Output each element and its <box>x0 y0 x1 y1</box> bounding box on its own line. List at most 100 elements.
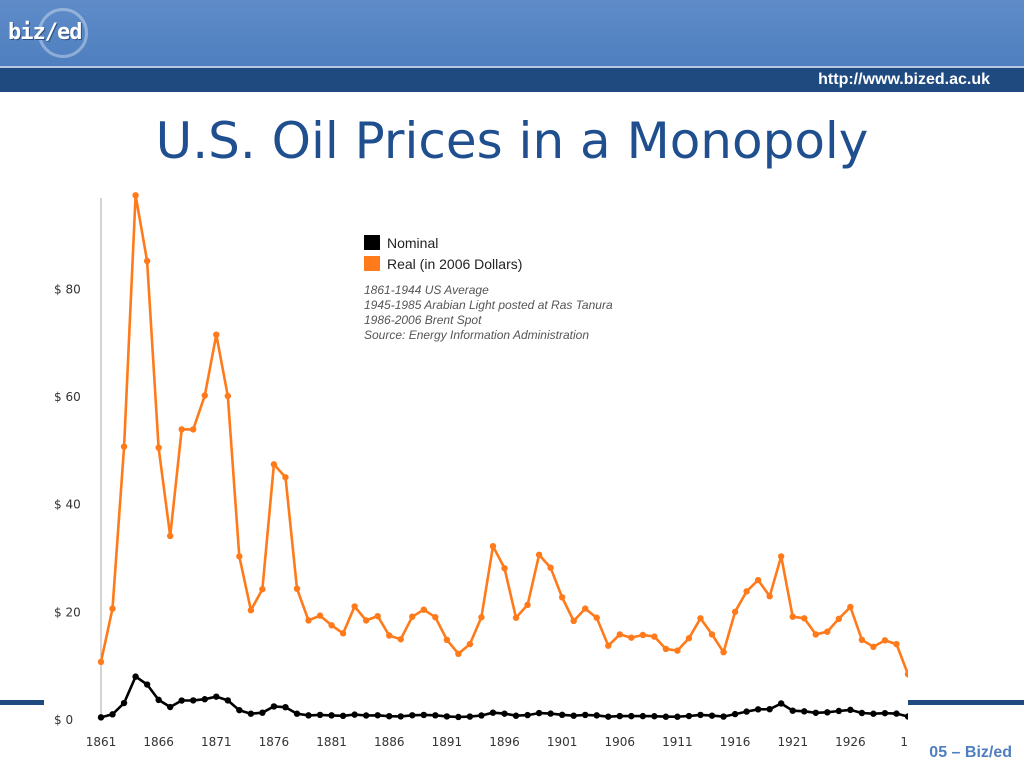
data-point-real <box>731 608 739 616</box>
x-tick-label: 1911 <box>662 735 693 749</box>
data-point-real <box>328 622 335 629</box>
y-tick-label: $ 80 <box>54 282 81 296</box>
oil-price-chart: $ 0 $ 20 $ 40 $ 60 $ 80 1861 1866 1871 1876 1881 1… <box>54 192 908 749</box>
data-point-nominal <box>478 712 485 719</box>
data-point-nominal <box>593 712 600 719</box>
data-point-nominal <box>190 697 197 704</box>
data-point-real <box>132 192 139 199</box>
data-point-real <box>639 631 647 639</box>
legend-swatch-real <box>364 256 380 271</box>
data-point-real <box>224 392 232 400</box>
data-point-nominal <box>143 681 151 688</box>
data-point-real <box>466 640 474 648</box>
data-point-real <box>524 601 531 609</box>
data-point-real <box>386 632 393 639</box>
data-point-nominal <box>535 709 543 717</box>
data-point-real <box>754 576 762 584</box>
data-point-real <box>316 612 324 619</box>
data-point-nominal <box>247 710 255 717</box>
data-point-real <box>109 605 116 612</box>
data-point-real <box>685 635 693 642</box>
data-point-nominal <box>97 714 105 721</box>
data-point-nominal <box>351 711 358 718</box>
data-point-real <box>305 617 312 624</box>
data-point-nominal <box>697 711 704 719</box>
x-tick-label: 1906 <box>605 735 636 749</box>
data-point-nominal <box>132 673 139 680</box>
x-tick-label: 1926 <box>835 735 866 749</box>
data-point-nominal <box>616 712 623 720</box>
data-point-nominal <box>766 705 773 713</box>
data-point-nominal <box>466 713 474 720</box>
data-point-real <box>812 631 819 638</box>
data-point-real <box>478 614 485 621</box>
data-point-real <box>824 628 831 635</box>
data-point-real <box>501 565 508 572</box>
legend-item-nominal: Nominal <box>364 232 522 253</box>
data-point-real <box>697 615 704 622</box>
data-point-real <box>143 257 151 265</box>
data-point-real <box>213 331 220 338</box>
data-point-nominal <box>651 713 658 720</box>
data-point-real <box>835 615 843 623</box>
data-point-real <box>558 594 566 601</box>
x-tick-label: 1896 <box>489 735 520 749</box>
data-point-nominal <box>374 712 381 719</box>
data-point-nominal <box>754 706 762 713</box>
data-point-real <box>178 426 185 433</box>
data-point-nominal <box>858 709 866 717</box>
bized-logo[interactable]: biz/ed <box>8 8 104 58</box>
data-point-nominal <box>409 712 416 719</box>
data-point-nominal <box>812 709 819 716</box>
data-point-nominal <box>443 713 451 720</box>
x-tick-label: 1886 <box>374 735 405 749</box>
data-point-nominal <box>455 713 462 721</box>
y-tick-label: $ 20 <box>54 605 81 619</box>
data-point-nominal <box>155 696 162 704</box>
data-point-real <box>674 647 681 654</box>
data-point-nominal <box>432 712 439 719</box>
x-tick-label: 1881 <box>316 735 347 749</box>
data-point-real <box>605 642 612 649</box>
data-point-real <box>420 606 427 613</box>
data-point-nominal <box>501 710 508 717</box>
slide-title: U.S. Oil Prices in a Monopoly <box>155 112 869 170</box>
y-tick-label: $ 40 <box>54 498 81 512</box>
data-point-real <box>397 636 404 643</box>
data-point-real <box>432 614 439 621</box>
note-line: 1945-1985 Arabian Light posted at Ras Ta… <box>364 298 613 312</box>
data-point-nominal <box>420 711 427 719</box>
data-point-nominal <box>489 709 497 716</box>
data-point-nominal <box>835 707 843 715</box>
data-point-nominal <box>685 712 693 720</box>
data-point-nominal <box>236 706 243 714</box>
data-point-nominal <box>293 710 301 717</box>
data-point-nominal <box>570 712 577 719</box>
data-point-real <box>582 605 589 612</box>
y-tick-label: $ 60 <box>54 390 81 404</box>
at-sign-icon <box>38 8 88 58</box>
data-point-nominal <box>328 712 335 719</box>
data-point-real <box>743 588 750 595</box>
data-point-nominal <box>305 712 312 719</box>
data-point-real <box>766 593 773 600</box>
x-tick-label: 1866 <box>143 735 174 749</box>
data-point-nominal <box>386 712 393 720</box>
data-point-nominal <box>847 706 854 714</box>
data-point-real <box>570 617 577 625</box>
data-point-real <box>339 630 347 637</box>
data-point-real <box>282 474 289 481</box>
x-tick-label: 1901 <box>547 735 578 749</box>
x-tick-label: 19 <box>900 735 908 749</box>
data-point-real <box>535 551 543 558</box>
data-point-nominal <box>362 712 370 719</box>
data-point-real <box>293 585 301 592</box>
data-point-nominal <box>881 709 889 717</box>
site-url[interactable]: http://www.bized.ac.uk <box>818 71 990 88</box>
data-point-real <box>904 671 908 678</box>
legend-item-real: Real (in 2006 Dollars) <box>364 253 522 274</box>
data-point-nominal <box>777 700 785 707</box>
data-point-real <box>881 637 889 644</box>
data-point-real <box>547 564 554 571</box>
data-point-nominal <box>801 708 808 715</box>
